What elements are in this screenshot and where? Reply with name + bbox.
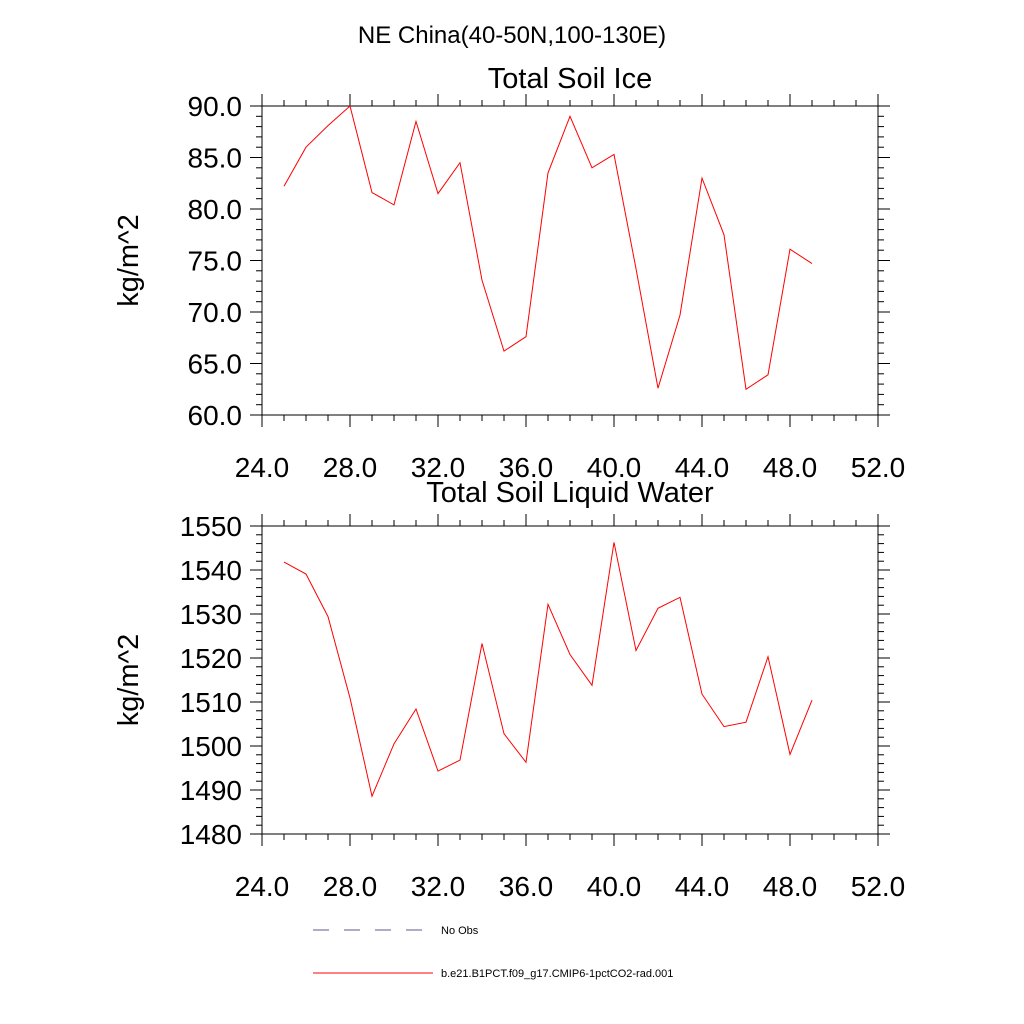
y-tick-label: 70.0 [188,297,243,328]
chart-title: Total Soil Liquid Water [426,477,714,509]
y-axis-label: kg/m^2 [113,634,145,727]
y-tick-label: 75.0 [188,246,243,277]
series-line [283,105,813,391]
x-tick-label: 28.0 [323,871,378,902]
x-tick-label: 40.0 [587,871,642,902]
chart-panel: Total Soil Ice kg/m^2 24.0 28.0 32.0 36.0 40.0… [113,63,905,483]
y-tick-label: 90.0 [188,91,243,122]
x-tick-label: 48.0 [763,871,818,902]
x-tick-label: 32.0 [411,871,466,902]
y-tick-label: 1550 [180,511,242,542]
x-tick-label: 44.0 [675,871,730,902]
y-tick-label: 1490 [180,775,242,806]
legend-label: b.e21.B1PCT.f09_g17.CMIP6-1pctCO2-rad.00… [441,968,673,980]
x-tick-label: 44.0 [675,452,730,483]
chart-title: Total Soil Ice [488,63,652,95]
plot-frame [261,105,879,416]
plot-frame [261,525,879,835]
x-tick-label: 52.0 [851,452,906,483]
x-tick-label: 28.0 [323,452,378,483]
y-tick-label: 1540 [180,555,242,586]
y-tick-label: 1530 [180,599,242,630]
y-tick-label: 85.0 [188,143,243,174]
y-tick-label: 1520 [180,643,242,674]
y-tick-label: 1500 [180,731,242,762]
panels: Total Soil Ice kg/m^2 24.0 28.0 32.0 36.0 40.0… [113,63,905,902]
y-tick-label: 1510 [180,687,242,718]
x-tick-label: 52.0 [851,871,906,902]
legend-label: No Obs [441,925,479,937]
y-tick-label: 60.0 [188,400,243,431]
x-tick-label: 24.0 [235,871,290,902]
x-tick-label: 36.0 [499,871,554,902]
x-tick-label: 40.0 [587,452,642,483]
figure-title: NE China(40-50N,100-130E) [358,22,666,49]
chart-panel: Total Soil Liquid Water kg/m^2 24.0 28.0 32.… [113,477,905,902]
x-tick-label: 48.0 [763,452,818,483]
series-line [283,542,813,798]
x-tick-label: 24.0 [235,452,290,483]
y-tick-label: 1480 [180,819,242,850]
y-tick-label: 80.0 [188,194,243,225]
y-tick-label: 65.0 [188,349,243,380]
x-tick-label: 36.0 [499,452,554,483]
x-tick-label: 32.0 [411,452,466,483]
legend: No Obs b.e21.B1PCT.f09_g17.CMIP6-1pctCO2-… [313,925,673,980]
y-axis-label: kg/m^2 [113,214,145,307]
